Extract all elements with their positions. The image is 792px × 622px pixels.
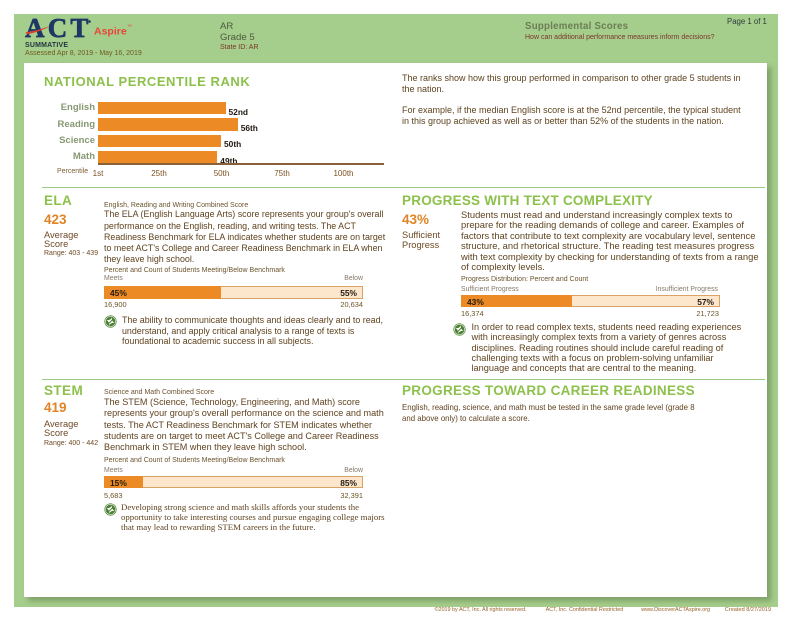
- svg-text:™: ™: [127, 24, 132, 30]
- svg-text:ACT: ACT: [25, 16, 92, 43]
- svg-text:Aspire: Aspire: [94, 26, 127, 38]
